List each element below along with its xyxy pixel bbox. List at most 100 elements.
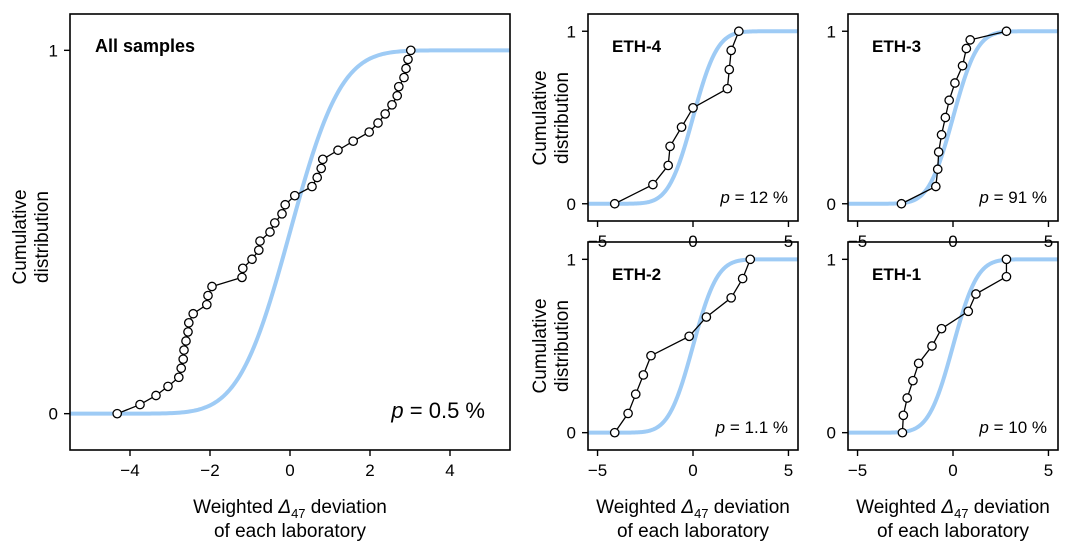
data-point: [178, 354, 189, 365]
x-tick-label: 5: [784, 461, 793, 480]
data-point: [733, 26, 744, 37]
data-point: [936, 323, 947, 334]
panel-title: ETH-2: [612, 265, 661, 284]
data-point: [392, 90, 403, 101]
y-axis-label: Cumulativedistribution: [530, 298, 573, 393]
data-point: [663, 160, 674, 171]
panel-title: ETH-3: [872, 37, 921, 56]
data-point: [684, 331, 695, 342]
data-point: [403, 54, 413, 65]
data-point: [237, 272, 247, 283]
data-point: [665, 141, 675, 152]
y-tick-label: 0: [827, 195, 836, 214]
empirical-cdf-line: [614, 31, 740, 205]
x-tick-label: 0: [285, 461, 294, 480]
data-point: [1001, 271, 1012, 282]
data-point: [726, 292, 737, 303]
data-point: [724, 64, 735, 75]
data-point: [112, 408, 123, 419]
data-point: [380, 109, 391, 119]
data-point: [399, 72, 409, 83]
y-axis-label: Cumulativedistribution: [10, 189, 53, 284]
empirical-cdf-line: [614, 259, 751, 434]
p-value-label: p = 91 %: [978, 188, 1047, 207]
x-tick-label: −2: [200, 461, 219, 480]
data-point: [1001, 254, 1012, 265]
model-cdf-line: [70, 48, 510, 416]
panel-eth1: −5 0 5 0 1 ETH-1 p = 10 % Weighted Δ47 deviatio…: [827, 241, 1059, 542]
data-point: [176, 363, 187, 374]
data-point: [638, 370, 649, 380]
data-point: [936, 129, 947, 140]
data-point: [348, 136, 359, 147]
x-axis-label: Weighted Δ47 deviation of each laboratory: [596, 497, 790, 542]
x-tick-label: 0: [948, 461, 957, 480]
panel-title: All samples: [95, 36, 195, 56]
y-tick-label: 1: [49, 41, 58, 60]
data-point: [609, 198, 620, 209]
data-point: [307, 181, 317, 192]
model-cdf-line: [588, 29, 798, 206]
data-point: [183, 317, 194, 328]
data-point: [188, 308, 199, 319]
panel-title: ETH-4: [612, 37, 662, 56]
data-point: [957, 60, 968, 71]
p-value-label: p = 10 %: [978, 418, 1047, 437]
data-point: [333, 145, 343, 156]
data-point: [944, 95, 955, 106]
y-axis-label: Cumulativedistribution: [530, 70, 573, 165]
data-point: [930, 181, 941, 192]
data-point: [898, 410, 909, 421]
data-point: [927, 341, 937, 351]
y-tick-label: 1: [827, 250, 836, 269]
data-point: [312, 172, 323, 183]
data-point: [1001, 26, 1012, 37]
x-axis-label: Weighted Δ47 deviation of each laboratory: [856, 497, 1050, 542]
y-tick-label: 1: [827, 22, 836, 41]
x-tick-label: −5: [588, 461, 607, 480]
data-point: [933, 147, 944, 157]
data-point: [151, 390, 161, 401]
data-point: [965, 35, 976, 45]
model-cdf-line: [588, 257, 798, 435]
data-point: [676, 122, 687, 133]
data-point: [971, 289, 981, 299]
data-point: [255, 236, 265, 246]
panel-all: −4 −2 0 2 4 0 1 All samples p = 0.5 % Cumulatived…: [10, 13, 511, 542]
data-point: [201, 299, 212, 310]
data-point: [181, 336, 191, 346]
data-point: [173, 372, 184, 383]
data-point: [932, 164, 943, 175]
data-point: [963, 306, 974, 317]
x-tick-label: 0: [688, 461, 697, 480]
data-point: [623, 408, 633, 419]
x-tick-label: −5: [848, 461, 867, 480]
data-point: [393, 81, 404, 92]
data-point: [908, 375, 918, 386]
data-point: [896, 198, 907, 209]
data-point: [289, 190, 300, 201]
y-tick-label: 0: [827, 424, 836, 443]
data-point: [203, 290, 213, 301]
y-tick-label: 1: [567, 22, 576, 41]
data-point: [726, 45, 737, 56]
data-point: [688, 102, 698, 113]
data-point: [940, 112, 951, 123]
y-tick-label: 1: [567, 250, 576, 269]
data-point: [364, 127, 375, 137]
data-point: [265, 227, 275, 237]
data-point: [897, 427, 908, 438]
data-point: [646, 350, 656, 361]
p-value-label: p = 1.1 %: [715, 418, 788, 437]
data-point: [373, 118, 383, 128]
data-point: [913, 358, 924, 369]
data-point: [745, 254, 756, 265]
data-point: [207, 281, 217, 292]
data-point: [135, 399, 145, 410]
data-point: [387, 99, 397, 110]
y-tick-label: 0: [567, 195, 576, 214]
x-axis-label: Weighted Δ47 deviation of each laboratory: [193, 497, 387, 542]
